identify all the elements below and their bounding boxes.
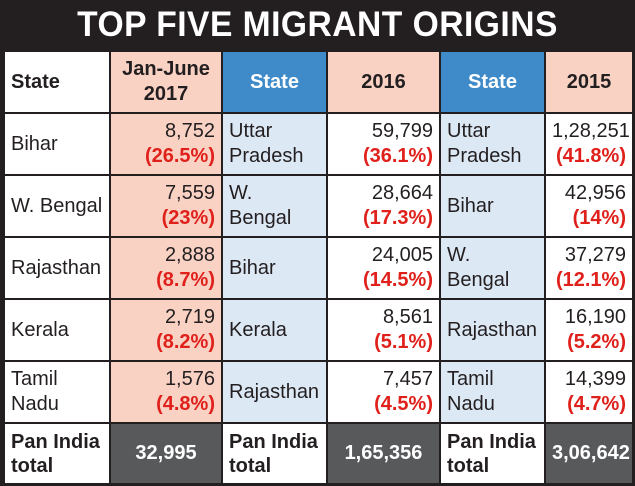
migrant-table: State Jan-June 2017 State 2016 State 201… (3, 50, 634, 485)
value-cell: 8,752 (26.5%) (109, 112, 223, 176)
percent: (5.1%) (374, 331, 433, 353)
table-row: Kerala 2,719 (8.2%) Kerala 8,561 (5.1%) Ra… (3, 298, 634, 362)
value-cell: 2,719 (8.2%) (109, 298, 223, 362)
table-row: Rajasthan 2,888 (8.7%) Bihar 24,005 (14.5%… (3, 236, 634, 300)
total-row: Pan India total 32,995 Pan India total 1… (3, 422, 634, 485)
value-cell: 1,28,251 (41.8%) (544, 112, 634, 176)
total-label: Pan India total (439, 422, 546, 485)
count: 1,28,251 (552, 120, 630, 142)
value-cell: 7,559 (23%) (109, 174, 223, 238)
percent: (4.7%) (567, 393, 626, 415)
state-cell: Kerala (221, 298, 328, 362)
percent: (12.1%) (555, 269, 626, 291)
state-cell: Rajasthan (3, 236, 111, 300)
state-cell: Uttar Pradesh (221, 112, 328, 176)
percent: (8.2%) (156, 331, 215, 353)
total-label: Pan India total (221, 422, 328, 485)
value-cell: 16,190 (5.2%) (544, 298, 634, 362)
count: 28,664 (371, 182, 433, 204)
value-cell: 14,399 (4.7%) (544, 360, 634, 424)
state-cell: W. Bengal (221, 174, 328, 238)
percent: (8.7%) (156, 269, 215, 291)
total-value: 1,65,356 (326, 422, 441, 485)
count: 37,279 (564, 244, 626, 266)
value-cell: 59,799 (36.1%) (326, 112, 441, 176)
value-cell: 1,576 (4.8%) (109, 360, 223, 424)
table-row: Bihar 8,752 (26.5%) Uttar Pradesh 59,799 (… (3, 112, 634, 176)
header-period-2016: 2016 (326, 50, 441, 114)
header-state-1: State (3, 50, 111, 114)
value-cell: 37,279 (12.1%) (544, 236, 634, 300)
header-row: State Jan-June 2017 State 2016 State 201… (3, 50, 634, 114)
count: 8,561 (382, 306, 433, 328)
count: 7,457 (382, 368, 433, 390)
header-state-2: State (221, 50, 328, 114)
count: 7,559 (164, 182, 215, 204)
count: 2,888 (164, 244, 215, 266)
percent: (23%) (161, 207, 215, 229)
percent: (14.5%) (362, 269, 433, 291)
header-state-3: State (439, 50, 546, 114)
state-cell: Rajasthan (439, 298, 546, 362)
table-row: Tamil Nadu 1,576 (4.8%) Rajasthan 7,457 (4… (3, 360, 634, 424)
value-cell: 24,005 (14.5%) (326, 236, 441, 300)
state-cell: Bihar (439, 174, 546, 238)
percent: (26.5%) (144, 145, 215, 167)
count: 24,005 (371, 244, 433, 266)
state-cell: Rajasthan (221, 360, 328, 424)
value-cell: 8,561 (5.1%) (326, 298, 441, 362)
count: 59,799 (371, 120, 433, 142)
total-value: 32,995 (109, 422, 223, 485)
state-cell: Kerala (3, 298, 111, 362)
value-cell: 2,888 (8.7%) (109, 236, 223, 300)
percent: (4.5%) (374, 393, 433, 415)
table-row: W. Bengal 7,559 (23%) W. Bengal 28,664 (17… (3, 174, 634, 238)
header-period-2015: 2015 (544, 50, 634, 114)
header-period-2017: Jan-June 2017 (109, 50, 223, 114)
percent: (5.2%) (567, 331, 626, 353)
state-cell: W. Bengal (3, 174, 111, 238)
count: 42,956 (564, 182, 626, 204)
value-cell: 42,956 (14%) (544, 174, 634, 238)
value-cell: 28,664 (17.3%) (326, 174, 441, 238)
state-cell: Bihar (221, 236, 328, 300)
count: 14,399 (564, 368, 626, 390)
count: 2,719 (164, 306, 215, 328)
count: 1,576 (164, 368, 215, 390)
count: 8,752 (164, 120, 215, 142)
percent: (41.8%) (555, 145, 626, 167)
percent: (36.1%) (362, 145, 433, 167)
percent: (14%) (572, 207, 626, 229)
state-cell: Bihar (3, 112, 111, 176)
page-title: TOP FIVE MIGRANT ORIGINS (77, 5, 558, 44)
state-cell: Tamil Nadu (3, 360, 111, 424)
state-cell: W. Bengal (439, 236, 546, 300)
state-cell: Tamil Nadu (439, 360, 546, 424)
percent: (17.3%) (362, 207, 433, 229)
total-label: Pan India total (3, 422, 111, 485)
total-value: 3,06,642 (544, 422, 634, 485)
value-cell: 7,457 (4.5%) (326, 360, 441, 424)
percent: (4.8%) (156, 393, 215, 415)
count: 16,190 (564, 306, 626, 328)
state-cell: Uttar Pradesh (439, 112, 546, 176)
